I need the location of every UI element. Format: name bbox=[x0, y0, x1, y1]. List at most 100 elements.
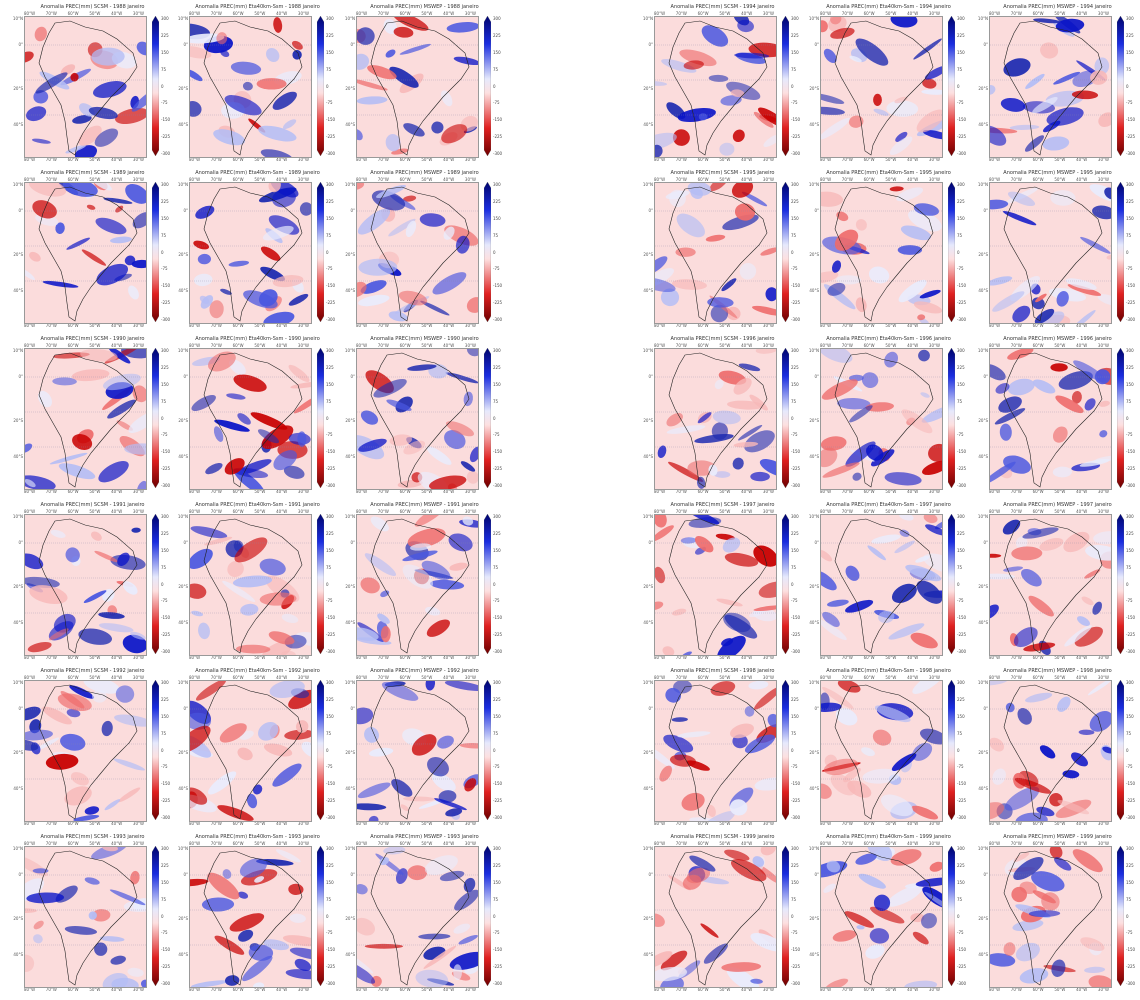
longitude-tick-label: 30°W bbox=[297, 821, 309, 826]
anomaly-blob bbox=[928, 443, 942, 462]
anomaly-blob bbox=[110, 955, 126, 965]
anomaly-blob bbox=[921, 89, 942, 95]
colorbar-tick-label: 150 bbox=[1126, 49, 1134, 55]
anomaly-blob bbox=[1063, 531, 1090, 553]
anomaly-field bbox=[990, 681, 1111, 821]
anomaly-blob bbox=[710, 681, 736, 696]
colorbar-tick-label: -150 bbox=[493, 781, 503, 787]
longitude-ticks: 80°W 70°W 60°W 50°W 40°W 30°W bbox=[654, 841, 774, 846]
anomaly-map bbox=[24, 182, 147, 324]
map-panel: Anomalia PREC(mm) MSWEP - 1992 janeiro 80… bbox=[342, 668, 512, 832]
anomaly-blob bbox=[403, 123, 425, 137]
colorbar bbox=[484, 846, 491, 986]
longitude-tick-label: 30°W bbox=[762, 489, 774, 494]
latitude-tick-label: 40°S bbox=[178, 952, 188, 957]
longitude-tick-label: 70°W bbox=[1010, 343, 1022, 348]
longitude-tick-label: 70°W bbox=[675, 675, 687, 680]
longitude-ticks: 80°W 70°W 60°W 50°W 40°W 30°W bbox=[989, 177, 1109, 182]
colorbar-tick-label: 300 bbox=[791, 680, 799, 685]
anomaly-blob bbox=[913, 203, 940, 216]
anomaly-blob bbox=[750, 978, 763, 984]
longitude-tick-label: 40°W bbox=[276, 509, 288, 514]
longitude-tick-label: 30°W bbox=[928, 489, 940, 494]
colorbar-tick-label: -225 bbox=[1126, 466, 1136, 472]
anomaly-field bbox=[655, 183, 776, 323]
latitude-tick-label: 40°S bbox=[13, 122, 23, 127]
longitude-ticks: 80°W 70°W 60°W 50°W 40°W 30°W bbox=[820, 987, 940, 992]
coastline bbox=[370, 518, 470, 654]
longitude-tick-label: 60°W bbox=[399, 489, 411, 494]
longitude-tick-label: 80°W bbox=[820, 343, 832, 348]
latitude-tick-label: 20°S bbox=[178, 916, 188, 921]
anomaly-blob bbox=[248, 944, 274, 961]
anomaly-blob bbox=[687, 460, 716, 476]
longitude-tick-label: 60°W bbox=[232, 655, 244, 660]
anomaly-blob bbox=[730, 723, 754, 739]
anomaly-blob bbox=[283, 465, 305, 479]
anomaly-blob bbox=[214, 419, 250, 432]
longitude-tick-label: 60°W bbox=[399, 821, 411, 826]
colorbar-tick-label: 225 bbox=[1126, 530, 1134, 536]
anomaly-blob bbox=[665, 687, 682, 703]
anomaly-blob bbox=[222, 580, 256, 603]
anomaly-blob bbox=[250, 412, 288, 430]
longitude-tick-label: 40°W bbox=[443, 841, 455, 846]
anomaly-blob bbox=[429, 475, 467, 489]
colorbar-tick-label: -150 bbox=[957, 781, 967, 787]
longitude-ticks: 80°W 70°W 60°W 50°W 40°W 30°W bbox=[24, 841, 144, 846]
anomaly-blob bbox=[393, 26, 414, 38]
anomaly-blob bbox=[367, 65, 397, 80]
anomaly-blob bbox=[880, 794, 913, 817]
anomaly-blob bbox=[990, 364, 1006, 381]
anomaly-blob bbox=[385, 49, 396, 58]
longitude-tick-label: 80°W bbox=[654, 323, 666, 328]
panel-title: Anomalia PREC(mm) Eta40km-Ssm - 1988 jan… bbox=[195, 4, 320, 10]
colorbar-tick-label: 75 bbox=[1126, 564, 1132, 570]
longitude-ticks: 80°W 70°W 60°W 50°W 40°W 30°W bbox=[989, 655, 1109, 660]
map-panel: Anomalia PREC(mm) MSWEP - 1988 janeiro 80… bbox=[342, 4, 512, 168]
latitude-tick-label: 40°S bbox=[345, 620, 355, 625]
anomaly-blob bbox=[1099, 430, 1108, 438]
anomaly-blob bbox=[836, 211, 849, 222]
anomaly-blob bbox=[655, 515, 667, 528]
longitude-tick-label: 60°W bbox=[232, 987, 244, 992]
anomaly-blob bbox=[1051, 959, 1066, 977]
longitude-tick-label: 60°W bbox=[399, 323, 411, 328]
map-panel: Anomalia PREC(mm) MSWEP - 1990 janeiro 80… bbox=[342, 336, 512, 500]
anomaly-map bbox=[989, 846, 1112, 988]
colorbar-tick-labels: 300 225 150 75 0 -75 -150 -225 -300 bbox=[493, 680, 502, 820]
latitude-tick-label: 10°N bbox=[344, 514, 355, 519]
anomaly-field bbox=[655, 515, 776, 655]
longitude-tick-label: 60°W bbox=[399, 987, 411, 992]
longitude-tick-label: 30°W bbox=[464, 489, 476, 494]
colorbar-tick-label: 300 bbox=[791, 182, 799, 187]
anomaly-map bbox=[189, 846, 312, 988]
longitude-tick-label: 50°W bbox=[885, 675, 897, 680]
latitude-tick-label: 10°N bbox=[344, 16, 355, 21]
latitude-tick-label: 40°S bbox=[978, 288, 988, 293]
latitude-tick-label: 40°S bbox=[345, 288, 355, 293]
anomaly-blob bbox=[662, 646, 675, 655]
colorbar-tick-label: 0 bbox=[326, 415, 329, 421]
anomaly-blob bbox=[895, 131, 908, 142]
panel-title: Anomalia PREC(mm) MSWEP - 1996 janeiro bbox=[1003, 336, 1112, 342]
latitude-tick-label: 0° bbox=[814, 872, 819, 877]
latitude-tick-label: 10°N bbox=[344, 348, 355, 353]
panel-title: Anomalia PREC(mm) MSWEP - 1995 janeiro bbox=[1003, 170, 1112, 176]
longitude-tick-label: 40°W bbox=[907, 11, 919, 16]
anomaly-blob bbox=[858, 873, 886, 889]
anomaly-blob bbox=[240, 603, 259, 616]
longitude-tick-label: 50°W bbox=[421, 177, 433, 182]
colorbar-tick-label: -225 bbox=[957, 964, 967, 970]
latitude-tick-label: 20°S bbox=[345, 750, 355, 755]
anomaly-field bbox=[190, 847, 311, 987]
anomaly-blob bbox=[923, 515, 938, 524]
colorbar-tick-label: -225 bbox=[791, 798, 801, 804]
anomaly-blob bbox=[448, 533, 473, 552]
anomaly-blob bbox=[1039, 311, 1065, 323]
anomaly-blob bbox=[214, 935, 245, 955]
anomaly-blob bbox=[738, 424, 763, 441]
colorbar bbox=[782, 182, 789, 322]
longitude-tick-label: 60°W bbox=[1032, 157, 1044, 162]
colorbar-tick-labels: 300 225 150 75 0 -75 -150 -225 -300 bbox=[1126, 680, 1135, 820]
